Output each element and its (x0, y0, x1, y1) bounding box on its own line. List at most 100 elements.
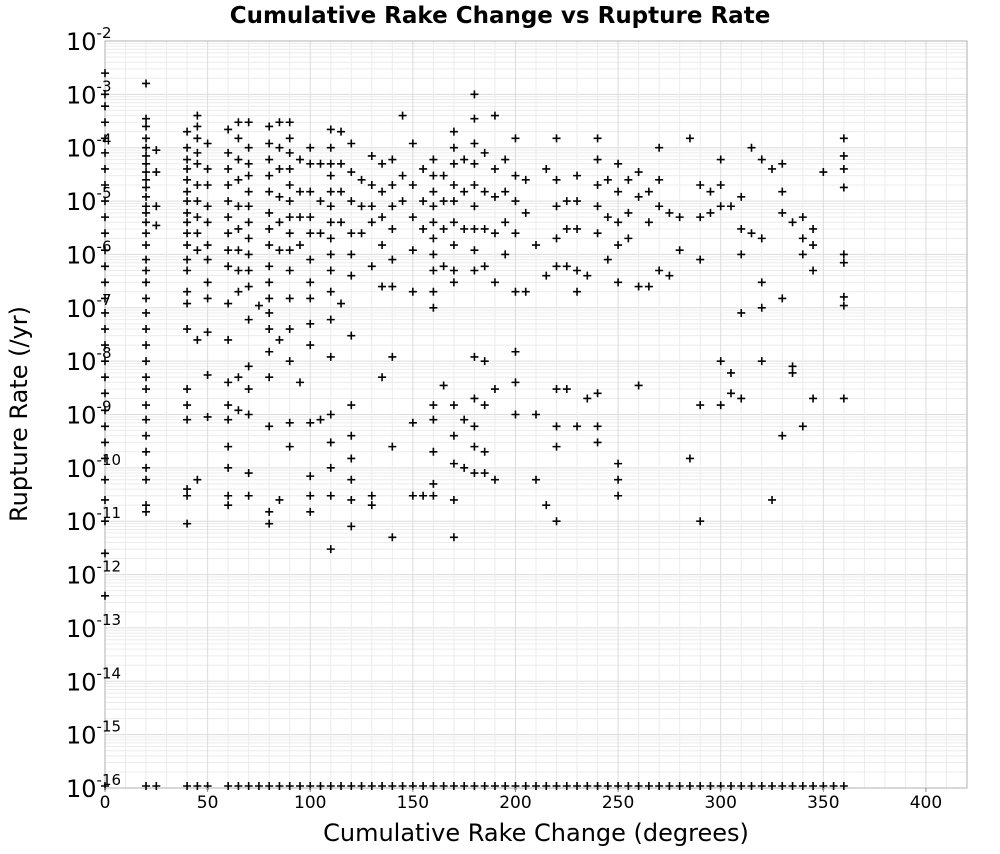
y-tick-label: 10-14 (66, 664, 121, 696)
data-point (193, 782, 202, 790)
x-axis-ticks: 0 50 100 150 200 250 300 350 400 (100, 788, 942, 813)
data-point (347, 454, 356, 463)
data-point (419, 197, 428, 206)
data-point (388, 533, 397, 542)
data-point (142, 168, 151, 177)
data-point (254, 301, 263, 310)
data-point (696, 401, 705, 410)
data-point (306, 491, 315, 500)
data-point (716, 202, 725, 211)
data-point (203, 218, 212, 227)
data-point (285, 148, 294, 157)
x-tick-label: 250 (602, 793, 634, 813)
data-point (101, 246, 109, 255)
data-point (203, 412, 212, 421)
data-point (326, 410, 335, 419)
data-point (706, 208, 715, 217)
data-point (326, 438, 335, 447)
data-point (408, 491, 417, 500)
data-point (142, 114, 151, 123)
data-point (839, 301, 848, 310)
data-point (798, 213, 807, 222)
data-point (347, 331, 356, 340)
data-point (234, 202, 243, 211)
data-point (306, 213, 315, 222)
data-point (101, 591, 109, 600)
data-point (347, 168, 356, 177)
data-point (203, 139, 212, 148)
data-point (449, 401, 458, 410)
data-point (480, 224, 489, 233)
data-point (542, 501, 551, 510)
data-point (388, 181, 397, 190)
data-point (275, 782, 284, 790)
data-point (614, 187, 623, 196)
data-point (408, 181, 417, 190)
data-point (665, 782, 674, 790)
data-point (265, 325, 274, 334)
data-point (460, 155, 469, 164)
data-point (593, 181, 602, 190)
data-point (696, 255, 705, 264)
y-tick-label: 10-5 (66, 184, 112, 216)
data-point (203, 294, 212, 303)
data-point (285, 229, 294, 238)
data-point (265, 782, 274, 790)
data-point (388, 782, 397, 790)
data-point (798, 250, 807, 259)
data-point (183, 491, 192, 500)
data-point (101, 422, 109, 431)
x-tick-label: 50 (197, 793, 219, 813)
data-point (757, 155, 766, 164)
data-point (788, 782, 797, 790)
data-point (726, 368, 735, 377)
data-point (306, 472, 315, 481)
data-point (378, 782, 387, 790)
data-point (788, 218, 797, 227)
data-point (778, 187, 787, 196)
data-point (429, 287, 438, 296)
data-point (706, 782, 715, 790)
data-point (439, 782, 448, 790)
data-point (326, 491, 335, 500)
data-point (583, 394, 592, 403)
data-point (183, 127, 192, 136)
data-point (470, 782, 479, 790)
data-point (593, 229, 602, 238)
data-point (737, 308, 746, 317)
y-axis-label: Rupture Rate (/yr) (5, 306, 33, 522)
data-point (306, 255, 315, 264)
data-point (265, 241, 274, 250)
data-point (757, 234, 766, 243)
x-tick-label: 300 (704, 793, 736, 813)
data-point (634, 282, 643, 291)
data-point (285, 266, 294, 275)
data-point (470, 246, 479, 255)
data-point (490, 278, 499, 287)
y-tick-label: 10-16 (66, 771, 121, 803)
data-point (573, 171, 582, 180)
data-point (532, 475, 540, 484)
data-point (244, 171, 253, 180)
data-point (357, 175, 366, 184)
data-point (593, 438, 602, 447)
data-point (490, 385, 499, 394)
data-point (306, 159, 315, 168)
y-tick-label: 10-11 (66, 504, 121, 536)
data-point (378, 187, 387, 196)
data-point (285, 782, 294, 790)
data-point (244, 315, 253, 324)
data-point (655, 782, 664, 790)
data-point (552, 262, 561, 271)
data-point (234, 134, 243, 143)
data-point (788, 368, 797, 377)
data-point (295, 378, 304, 387)
data-point (183, 197, 192, 206)
data-point (737, 224, 746, 233)
data-point (675, 213, 684, 222)
data-point (142, 782, 151, 790)
data-point (265, 519, 274, 528)
data-point (142, 415, 151, 424)
data-point (306, 507, 315, 516)
data-point (480, 262, 489, 271)
